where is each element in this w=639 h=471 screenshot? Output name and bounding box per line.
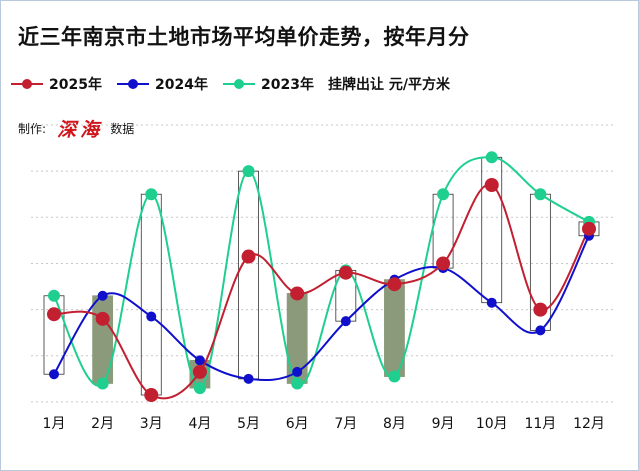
x-tick-label: 4月 (188, 416, 211, 432)
series-line-2025年 (53, 183, 590, 400)
series-line-2024年 (53, 235, 590, 382)
credit-prefix: 制作: (18, 122, 47, 136)
spread-box-3 (140, 193, 162, 396)
point-2024年-4月 (194, 355, 205, 366)
x-tick-label: 10月 (476, 416, 508, 432)
point-2023年-6月 (291, 377, 304, 390)
grid-lines (31, 124, 613, 403)
x-tick-label: 5月 (237, 416, 260, 432)
point-2025年-8月 (387, 277, 402, 292)
legend-marker-2023 (234, 79, 244, 89)
point-2025年-1月 (47, 307, 61, 322)
legend-label-2024: 2024年 (155, 77, 208, 93)
x-tick-label: 8月 (383, 416, 406, 432)
x-tick-label: 11月 (524, 416, 556, 432)
point-2024年-10月 (486, 297, 497, 308)
point-2023年-4月 (193, 382, 206, 395)
x-tick-label: 7月 (334, 416, 357, 432)
point-2025年-11月 (533, 302, 548, 317)
x-tick-label: 2月 (91, 416, 114, 432)
point-2025年-3月 (144, 388, 159, 402)
point-2023年-9月 (437, 188, 450, 201)
point-2024年-1月 (49, 369, 59, 380)
chart-title: 近三年南京市土地市场平均单价走势，按年月分 (18, 25, 470, 49)
series-points (47, 151, 596, 402)
point-2024年-7月 (340, 316, 351, 327)
point-2025年-2月 (95, 311, 110, 326)
point-2023年-2月 (96, 377, 109, 390)
point-2024年-2月 (97, 290, 108, 301)
x-axis-ticks: 1月 2月 3月 4月 5月 6月 7月 8月 9月 10月 11月 12月 (43, 416, 605, 432)
point-2023年-8月 (388, 370, 401, 383)
point-2023年-10月 (485, 151, 498, 164)
point-2024年-3月 (146, 311, 157, 322)
point-2023年-11月 (534, 188, 547, 201)
x-tick-label: 3月 (140, 416, 163, 432)
point-2024年-5月 (243, 373, 254, 384)
point-2023年-3月 (145, 188, 158, 201)
x-tick-label: 12月 (573, 416, 605, 432)
legend-marker-2024 (128, 79, 138, 89)
x-tick-label: 6月 (286, 416, 309, 432)
point-2025年-6月 (290, 286, 305, 301)
point-2023年-1月 (48, 289, 60, 302)
point-2025年-7月 (338, 265, 353, 280)
series-lines (53, 156, 590, 400)
legend-label-2025: 2025年 (49, 77, 102, 93)
legend-label-2023: 2023年 (261, 77, 314, 93)
series-line-2023年 (53, 156, 590, 390)
point-2024年-11月 (535, 325, 546, 336)
x-tick-label: 1月 (43, 416, 66, 432)
x-tick-label: 9月 (432, 416, 455, 432)
point-2025年-12月 (582, 221, 596, 236)
unit-note: 挂牌出让 元/平方米 (328, 77, 450, 93)
spread-box-5 (238, 170, 259, 380)
point-2025年-4月 (192, 364, 207, 379)
point-2025年-5月 (241, 249, 256, 264)
legend-marker-2025 (22, 79, 32, 89)
point-2025年-10月 (484, 178, 499, 192)
point-2025年-9月 (436, 256, 451, 271)
point-2023年-5月 (242, 165, 255, 178)
point-2024年-6月 (292, 366, 303, 377)
